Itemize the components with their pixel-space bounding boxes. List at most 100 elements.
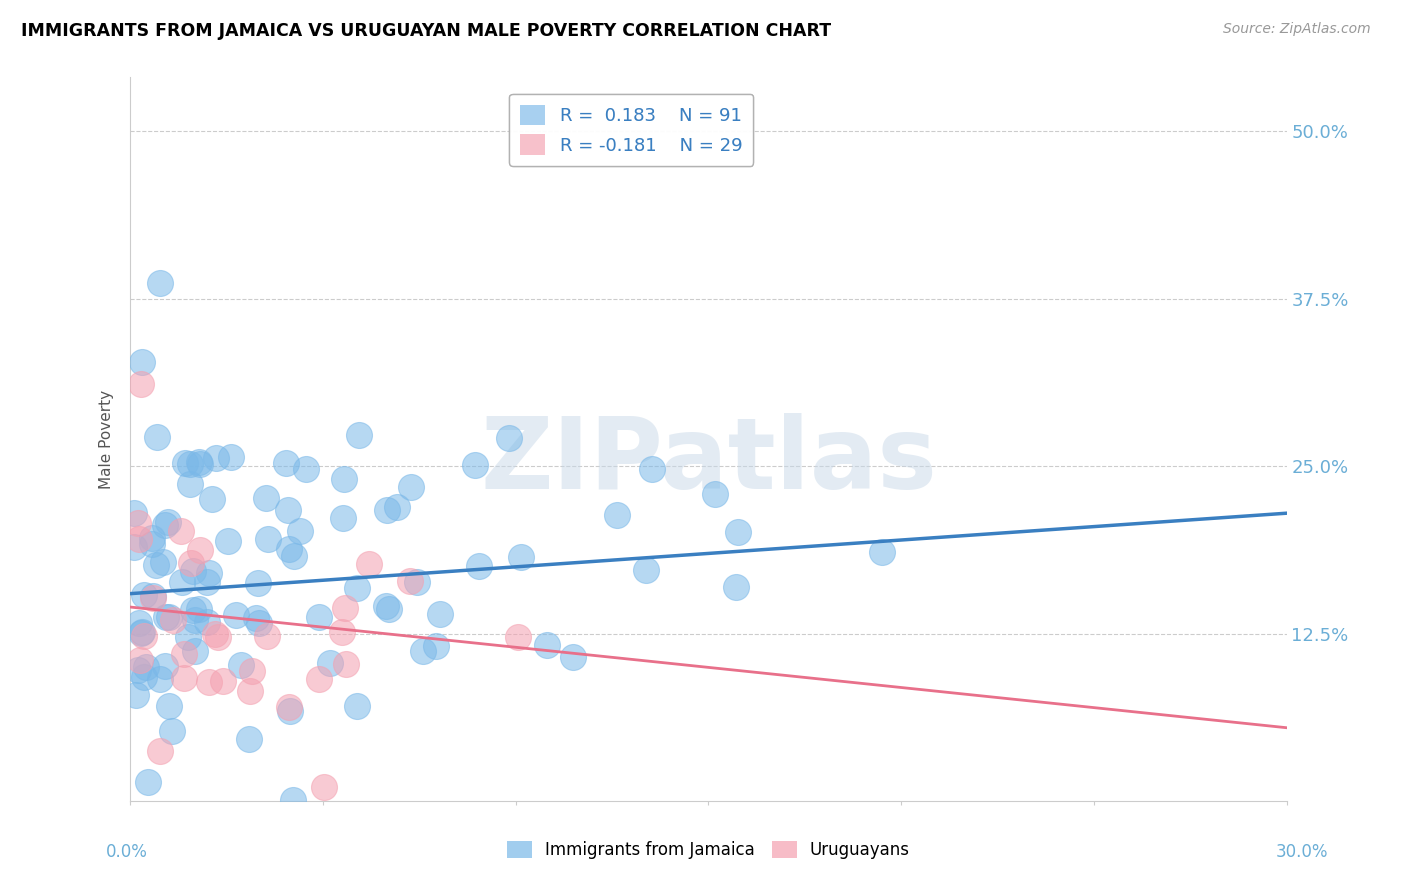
Point [129,625,152,640]
Point [247,615,270,630]
Point [145,430,167,444]
Text: ZIPatlas: ZIPatlas [479,413,936,509]
Point [401,480,423,494]
Point [183,564,205,578]
Text: 30.0%: 30.0% [1277,843,1329,861]
Point [333,600,356,615]
Point [141,531,163,545]
Point [155,517,177,532]
Point [180,556,202,570]
Point [254,491,277,505]
Point [308,610,330,624]
Point [346,581,368,595]
Point [245,611,267,625]
Point [142,591,165,606]
Point [468,559,491,574]
Point [176,630,198,644]
Point [464,458,486,472]
Point [153,659,176,673]
Point [173,671,195,685]
Point [727,524,749,539]
Point [378,602,401,616]
Point [149,744,172,758]
Point [256,532,278,546]
Point [157,609,180,624]
Point [359,557,381,571]
Point [132,588,155,602]
Point [187,455,209,469]
Legend: R =  0.183    N = 91, R = -0.181    N = 29: R = 0.183 N = 91, R = -0.181 N = 29 [509,94,754,166]
Text: 0.0%: 0.0% [105,843,148,861]
Point [283,549,305,564]
Point [195,574,218,589]
Point [145,558,167,573]
Point [606,508,628,522]
Point [122,540,145,554]
Point [155,610,177,624]
Point [131,625,153,640]
Point [498,431,520,445]
Point [184,613,207,627]
Point [162,613,184,627]
Point [157,698,180,713]
Point [636,563,658,577]
Point [425,640,447,654]
Point [170,524,193,538]
Point [406,575,429,590]
Text: IMMIGRANTS FROM JAMAICA VS URUGUAYAN MALE POVERTY CORRELATION CHART: IMMIGRANTS FROM JAMAICA VS URUGUAYAN MAL… [21,22,831,40]
Point [239,684,262,698]
Point [201,491,224,506]
Point [204,451,226,466]
Point [240,664,263,678]
Point [152,555,174,569]
Point [308,672,330,686]
Point [277,502,299,516]
Point [288,524,311,538]
Point [127,663,149,677]
Point [142,590,165,604]
Point [134,629,156,643]
Point [135,660,157,674]
Point [238,732,260,747]
Point [127,516,149,530]
Point [131,354,153,368]
Point [429,607,451,621]
Y-axis label: Male Poverty: Male Poverty [100,390,114,489]
Point [312,780,335,794]
Point [385,500,408,514]
Point [277,700,299,714]
Point [204,626,226,640]
Point [319,656,342,670]
Point [122,506,145,520]
Point [136,774,159,789]
Point [149,672,172,686]
Point [346,699,368,714]
Point [725,580,748,594]
Point [217,533,239,548]
Point [198,674,221,689]
Point [184,644,207,658]
Point [561,649,583,664]
Point [703,487,725,501]
Point [141,536,163,550]
Point [188,457,211,471]
Point [149,276,172,290]
Point [173,647,195,661]
Point [188,543,211,558]
Point [335,657,357,671]
Point [198,566,221,580]
Point [128,532,150,546]
Point [256,629,278,643]
Point [195,615,218,629]
Point [375,503,398,517]
Point [281,793,304,807]
Point [277,542,299,557]
Point [129,377,152,392]
Point [132,670,155,684]
Point [330,624,353,639]
Point [375,599,398,614]
Point [187,602,209,616]
Text: Source: ZipAtlas.com: Source: ZipAtlas.com [1223,22,1371,37]
Point [179,457,201,471]
Point [128,616,150,631]
